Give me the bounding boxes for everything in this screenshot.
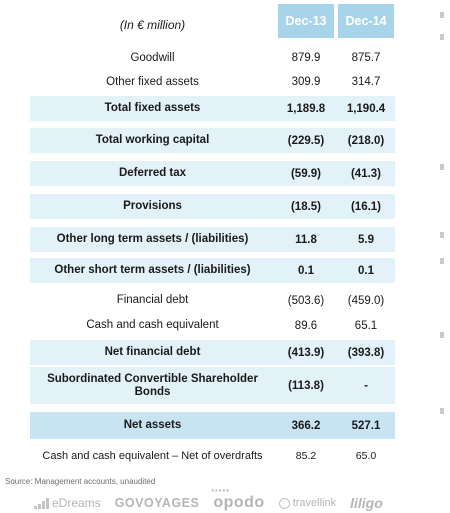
table-row: Financial debt (503.6) (459.0)	[30, 288, 395, 313]
row-value-dec14: (459.0)	[347, 294, 385, 307]
row-label: Other long term assets / (liabilities)	[56, 233, 249, 245]
row-label: Provisions	[123, 200, 182, 212]
table-row: Subordinated Convertible Shareholder Bon…	[30, 367, 395, 404]
row-value-dec14: 65.1	[354, 319, 378, 332]
row-value-dec13: 879.9	[291, 52, 321, 64]
row-value-dec14: (41.3)	[350, 167, 382, 180]
table-row: Total working capital (229.5) (218.0)	[30, 128, 395, 153]
table-row: Total fixed assets 1,189.8 1,190.4	[30, 96, 395, 121]
travellink-logo: travellink	[278, 497, 337, 509]
row-label: Financial debt	[116, 294, 189, 306]
row-value-dec14: 5.9	[358, 233, 374, 246]
row-label: Net assets	[123, 419, 182, 431]
row-value-dec14: (16.1)	[350, 200, 382, 213]
row-label: Total working capital	[95, 134, 210, 146]
edge-marker	[440, 32, 450, 42]
edge-marker	[440, 330, 450, 340]
edge-marker	[440, 230, 450, 240]
row-value-dec13: (503.6)	[287, 294, 325, 307]
row-value-dec13: (18.5)	[290, 200, 322, 213]
row-value-dec13: (413.9)	[287, 346, 325, 359]
row-value-dec14: (218.0)	[347, 134, 385, 147]
row-value-dec13: 309.9	[291, 76, 321, 88]
row-value-dec13: 1,189.8	[286, 102, 326, 115]
opodo-logo-text: opodo	[213, 494, 265, 511]
liligo-logo: liligo	[350, 495, 383, 511]
edge-marker	[440, 406, 450, 416]
unit-label: (In € million)	[119, 18, 186, 32]
row-value-dec14: 314.7	[351, 76, 381, 88]
row-value-dec14: 0.1	[358, 264, 374, 277]
row-label: Subordinated Convertible Shareholder Bon…	[47, 372, 258, 398]
table-row: Net assets 366.2 527.1	[30, 412, 395, 439]
edge-marker	[440, 256, 450, 266]
row-value-dec13: (59.9)	[290, 167, 322, 180]
row-value-dec13: 366.2	[291, 419, 321, 432]
row-value-dec13: 11.8	[295, 233, 317, 246]
table-row: Net financial debt (413.9) (393.8)	[30, 340, 395, 365]
column-header-dec14: Dec-14	[338, 4, 394, 38]
table-row: Cash and cash equivalent – Net of overdr…	[30, 443, 395, 469]
row-label: Net financial debt	[104, 346, 201, 358]
row-label: Other short term assets / (liabilities)	[54, 264, 251, 276]
column-header-dec13: Dec-13	[278, 4, 334, 38]
row-label: Other fixed assets	[106, 75, 199, 88]
edge-marker	[440, 10, 450, 20]
edreams-logo: eDreams	[34, 496, 101, 510]
row-value-dec14: 527.1	[351, 419, 381, 432]
row-value-dec13: (113.8)	[288, 379, 324, 392]
table-row: Other fixed assets 309.9 314.7	[30, 70, 395, 94]
row-value-dec13: 89.6	[294, 319, 318, 332]
row-label: Goodwill	[130, 51, 175, 64]
row-value-dec13: 85.2	[295, 450, 317, 462]
opodo-stars: *****	[211, 489, 230, 496]
govoyages-logo: GOVOYAGES	[114, 496, 200, 510]
source-note: Source: Management accounts, unaudited	[5, 477, 156, 486]
row-label: Cash and cash equivalent	[86, 319, 219, 331]
row-label: Deferred tax	[118, 167, 187, 179]
table-row: Provisions (18.5) (16.1)	[30, 194, 395, 219]
row-value-dec14: (393.8)	[347, 346, 385, 359]
travellink-logo-text: travellink	[292, 497, 337, 509]
table-row: Deferred tax (59.9) (41.3)	[30, 161, 395, 186]
row-value-dec14: 1,190.4	[346, 102, 386, 115]
brand-logos: eDreams GOVOYAGES ***** opodo travellink…	[34, 489, 414, 512]
row-value-dec13: (229.5)	[287, 134, 325, 147]
row-label: Total fixed assets	[104, 102, 201, 114]
opodo-logo: ***** opodo	[211, 489, 265, 512]
travellink-globe-icon	[278, 497, 290, 509]
table-row: Goodwill 879.9 875.7	[30, 46, 395, 70]
row-value-dec13: 0.1	[298, 264, 314, 277]
row-label: Cash and cash equivalent – Net of overdr…	[42, 449, 263, 462]
edge-marker	[440, 162, 450, 172]
row-value-dec14: 875.7	[351, 52, 381, 64]
table-row: Other short term assets / (liabilities) …	[30, 258, 395, 283]
table-row: Cash and cash equivalent 89.6 65.1	[30, 313, 395, 338]
row-value-dec14: 65.0	[355, 450, 377, 462]
edreams-bars-icon	[34, 497, 49, 509]
edreams-logo-text: eDreams	[52, 496, 101, 510]
row-value-dec14: -	[364, 379, 368, 392]
table-row: Other long term assets / (liabilities) 1…	[30, 227, 395, 252]
